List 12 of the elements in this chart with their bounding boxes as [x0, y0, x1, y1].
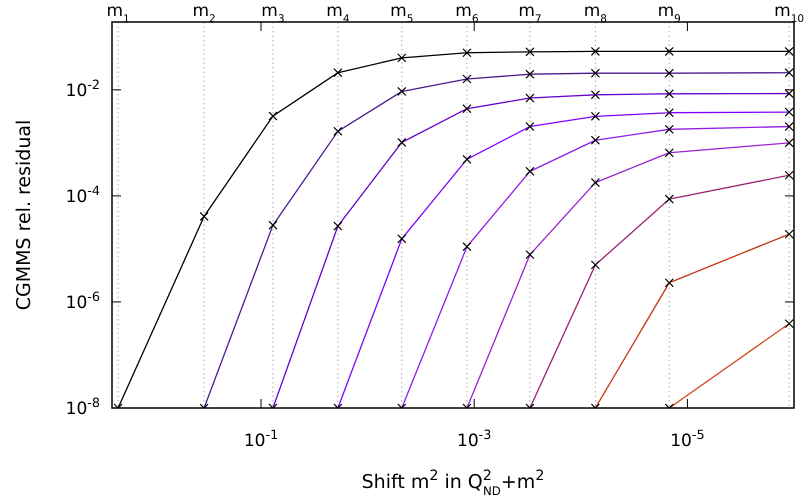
x-tick-label: 10$^{-1}$ — [244, 428, 278, 451]
ref-line-label: m$_{10}$ — [774, 1, 804, 25]
x-tick-label: 10$^{-5}$ — [670, 428, 705, 451]
ref-line-label: m$_{7}$ — [518, 1, 542, 25]
x-axis-title: Shift m$^{2}$ in Q$^{2}$$_{ND}$+m$^{2}$ — [362, 468, 544, 498]
y-axis-title: CGMMS rel. residual — [13, 120, 35, 310]
y-tick-label: 10$^{-8}$ — [66, 396, 100, 419]
y-tick-label: 10$^{-4}$ — [66, 183, 100, 207]
y-tick-label: 10$^{-6}$ — [66, 289, 100, 313]
ref-line-label: m$_{4}$ — [326, 1, 350, 25]
y-tick-label: 10$^{-2}$ — [66, 77, 100, 101]
x-tick-label: 10$^{-3}$ — [457, 428, 492, 451]
